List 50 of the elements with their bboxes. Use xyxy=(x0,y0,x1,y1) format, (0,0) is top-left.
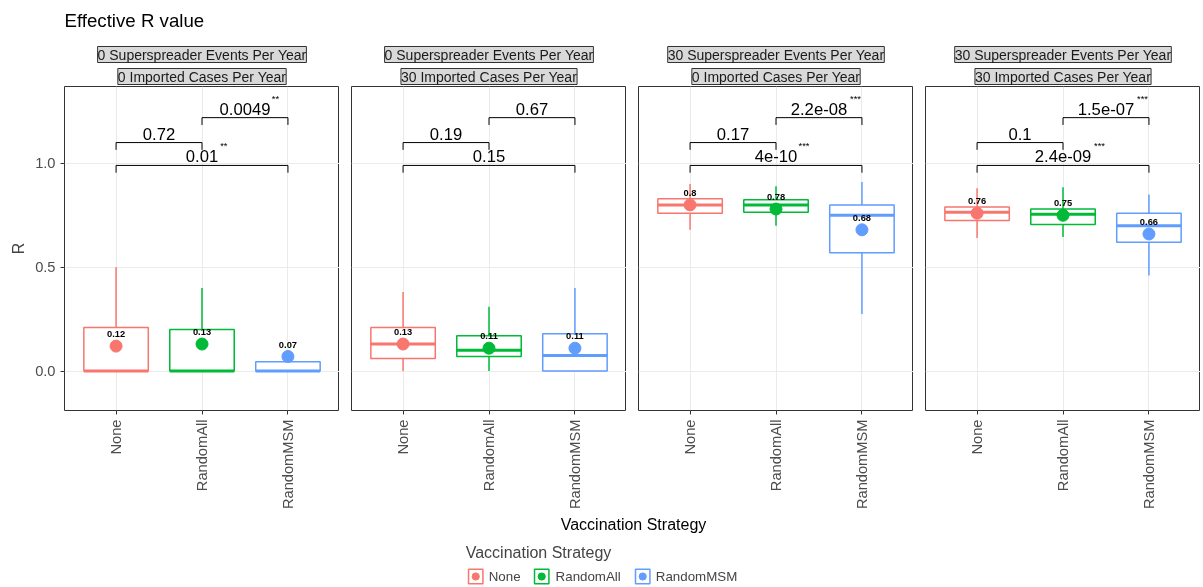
x-tick-label: RandomAll xyxy=(194,419,210,492)
annotation: 0.0049** xyxy=(219,93,280,119)
y-tick-label: 1.0 xyxy=(35,155,56,172)
chart-subtitle: 0 Imported Cases Per Year xyxy=(691,68,861,85)
annotation: 2.2e-08*** xyxy=(790,93,862,119)
y-tick-label: 0.0 xyxy=(35,363,56,380)
chart-title: 0 Superspreader Events Per Year xyxy=(97,46,307,63)
annotation: 0.67 xyxy=(515,99,549,119)
data-label: 0.76 xyxy=(967,196,987,207)
legend-title: Vaccination Strategy xyxy=(465,544,613,562)
x-tick-label: RandomMSM xyxy=(566,419,583,510)
annotation: 0.1 xyxy=(1008,124,1032,144)
legend-label: None xyxy=(488,568,521,584)
x-tick-label: RandomAll xyxy=(481,419,497,492)
text: Vaccination Strategy xyxy=(560,516,707,533)
data-label: 0.13 xyxy=(393,327,413,338)
x-tick-label: None xyxy=(682,419,699,455)
legend-label: RandomMSM xyxy=(655,568,738,584)
y-axis-title: R xyxy=(10,242,28,255)
annotation: 2.4e-09*** xyxy=(1034,141,1106,167)
x-tick-label: RandomMSM xyxy=(1140,419,1157,510)
data-label: 0.66 xyxy=(1139,216,1159,227)
data-label: 0.07 xyxy=(278,339,298,350)
x-tick-label: RandomMSM xyxy=(279,419,296,510)
y-tick-label: 0.5 xyxy=(35,259,56,276)
annotation: 0.15 xyxy=(472,147,506,167)
annotation: 0.17 xyxy=(716,124,750,144)
x-tick-label: None xyxy=(108,419,125,455)
legend-label: RandomAll xyxy=(555,568,621,584)
chart-title: 30 Superspreader Events Per Year xyxy=(954,46,1172,63)
annotation: 4e-10*** xyxy=(754,141,810,167)
data-label: 0.12 xyxy=(106,329,126,340)
chart-subtitle: 30 Imported Cases Per Year xyxy=(974,68,1152,85)
chart-title: 30 Superspreader Events Per Year xyxy=(667,46,885,63)
chart-subtitle: 30 Imported Cases Per Year xyxy=(400,68,578,85)
annotation: 0.19 xyxy=(429,124,463,144)
chart-title: 0 Superspreader Events Per Year xyxy=(384,46,594,63)
annotation: 0.01** xyxy=(185,141,228,167)
x-tick-label: None xyxy=(395,419,412,455)
data-label: 0.11 xyxy=(566,331,584,342)
data-label: 0.8 xyxy=(683,187,697,198)
text: Effective R value xyxy=(64,9,205,31)
annotation: 0.72 xyxy=(142,124,176,144)
x-tick-label: RandomAll xyxy=(1055,419,1071,492)
chart-subtitle: 0 Imported Cases Per Year xyxy=(117,68,287,85)
x-tick-label: RandomMSM xyxy=(853,419,870,510)
x-tick-label: RandomAll xyxy=(768,419,784,492)
annotation: 1.5e-07*** xyxy=(1077,93,1149,119)
data-label: 0.13 xyxy=(192,327,212,338)
x-tick-label: None xyxy=(969,419,986,455)
